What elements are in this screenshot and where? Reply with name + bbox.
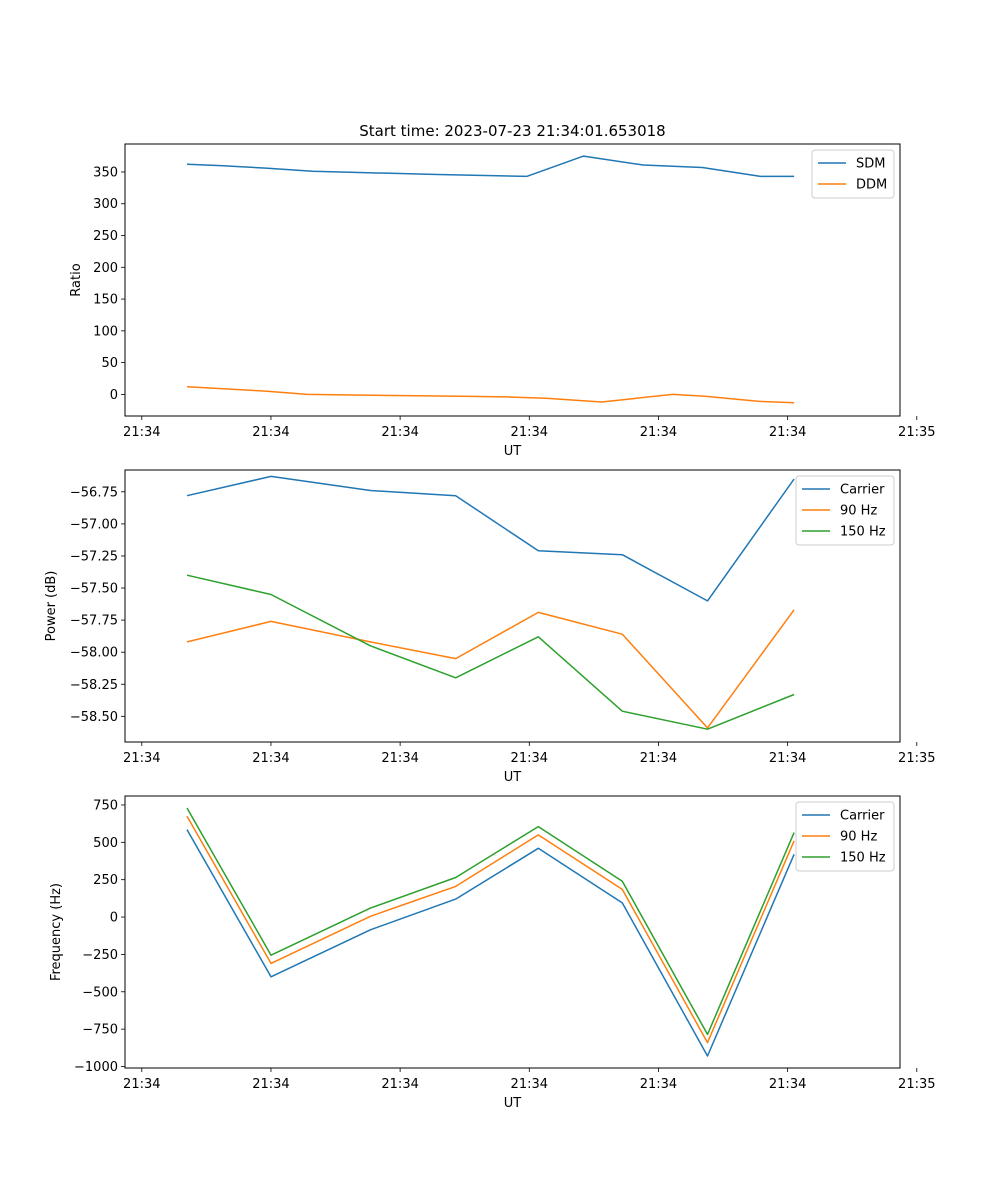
legend-label: DDM [856, 178, 887, 193]
x-axis-label: UT [504, 770, 522, 785]
y-tick-label: 250 [93, 229, 118, 244]
axes-frame [124, 469, 901, 743]
subplots: 21:34 21:34 21:34 21:34 21:34 21:34 21:35 0 50 10… [44, 143, 936, 1111]
y-tick-label: 350 [93, 165, 118, 180]
y-tick-label: −57.75 [70, 614, 118, 629]
x-tick-label: 21:34 [769, 1077, 806, 1092]
legend-label: 150 Hz [840, 525, 886, 540]
y-tick-label: −250 [82, 948, 118, 963]
x-tick-label: 21:35 [898, 425, 935, 440]
x-tick-label: 21:34 [769, 425, 806, 440]
y-tick-label: 300 [93, 197, 118, 212]
y-tick-label: −500 [82, 985, 118, 1000]
series-line-150-hz [186, 807, 795, 1036]
y-tick-label: −57.50 [70, 582, 118, 597]
legend-label: Carrier [840, 483, 885, 498]
x-tick-label: 21:34 [381, 425, 418, 440]
x-tick-label: 21:34 [123, 1077, 160, 1092]
x-tick-label: 21:34 [123, 425, 160, 440]
y-tick-label: 150 [93, 293, 118, 308]
x-tick-label: 21:34 [252, 751, 289, 766]
x-axis-label: UT [504, 444, 522, 459]
y-tick-label: 50 [101, 356, 118, 371]
y-tick-label: 750 [93, 798, 118, 813]
y-axis-label: Ratio [69, 263, 84, 296]
series-line-carrier [186, 475, 795, 602]
series-line-90-hz [186, 815, 795, 1044]
y-tick-label: 500 [93, 836, 118, 851]
y-tick-label: 250 [93, 873, 118, 888]
y-axis-label: Power (dB) [44, 571, 59, 642]
axes-frame [124, 795, 901, 1069]
y-tick-label: 200 [93, 261, 118, 276]
subplot-1: 21:34 21:34 21:34 21:34 21:34 21:34 21:35 0 50 10… [69, 143, 936, 459]
legend-box [795, 801, 895, 872]
y-tick-label: −58.50 [70, 710, 118, 725]
series-line-carrier [186, 829, 795, 1057]
x-tick-label: 21:34 [381, 1077, 418, 1092]
x-tick-label: 21:35 [898, 1077, 935, 1092]
figure-title: Start time: 2023-07-23 21:34:01.653018 [359, 122, 665, 140]
x-tick-label: 21:34 [252, 1077, 289, 1092]
y-tick-label: −57.25 [70, 549, 118, 564]
y-tick-label: 0 [110, 388, 118, 403]
x-tick-label: 21:34 [640, 751, 677, 766]
x-tick-label: 21:34 [123, 751, 160, 766]
legend-label: 150 Hz [840, 851, 886, 866]
subplot-2: 21:34 21:34 21:34 21:34 21:34 21:34 21:35 −56.7… [44, 469, 936, 785]
legend-box [811, 149, 895, 199]
legend-label: 90 Hz [840, 830, 877, 845]
x-tick-label: 21:34 [511, 425, 548, 440]
series-line-150-hz [186, 574, 795, 730]
series-line-90-hz [186, 609, 795, 729]
y-tick-label: −1000 [74, 1060, 118, 1075]
x-tick-label: 21:34 [252, 425, 289, 440]
legend: SDM DDM [811, 149, 895, 199]
x-tick-label: 21:35 [898, 751, 935, 766]
series-line-sdm [186, 155, 795, 178]
x-tick-label: 21:34 [511, 1077, 548, 1092]
x-axis-label: UT [504, 1096, 522, 1111]
x-tick-label: 21:34 [511, 751, 548, 766]
x-tick-label: 21:34 [769, 751, 806, 766]
y-tick-label: 100 [93, 324, 118, 339]
y-axis-label: Frequency (Hz) [49, 883, 64, 981]
x-tick-label: 21:34 [640, 425, 677, 440]
legend-label: Carrier [840, 809, 885, 824]
y-tick-label: −56.75 [70, 485, 118, 500]
legend-label: SDM [856, 157, 885, 172]
x-tick-label: 21:34 [640, 1077, 677, 1092]
y-tick-label: 0 [110, 911, 118, 926]
series-line-ddm [186, 386, 795, 404]
y-tick-label: −750 [82, 1023, 118, 1038]
legend-box [795, 475, 895, 546]
subplot-3: 21:34 21:34 21:34 21:34 21:34 21:34 21:35 750 50… [49, 795, 936, 1111]
axes-frame [124, 143, 901, 417]
legend: Carrier 90 Hz 150 Hz [795, 475, 895, 546]
x-tick-label: 21:34 [381, 751, 418, 766]
legend: Carrier 90 Hz 150 Hz [795, 801, 895, 872]
y-tick-label: −58.25 [70, 678, 118, 693]
y-tick-label: −57.00 [70, 517, 118, 532]
legend-label: 90 Hz [840, 504, 877, 519]
y-tick-label: −58.00 [70, 646, 118, 661]
